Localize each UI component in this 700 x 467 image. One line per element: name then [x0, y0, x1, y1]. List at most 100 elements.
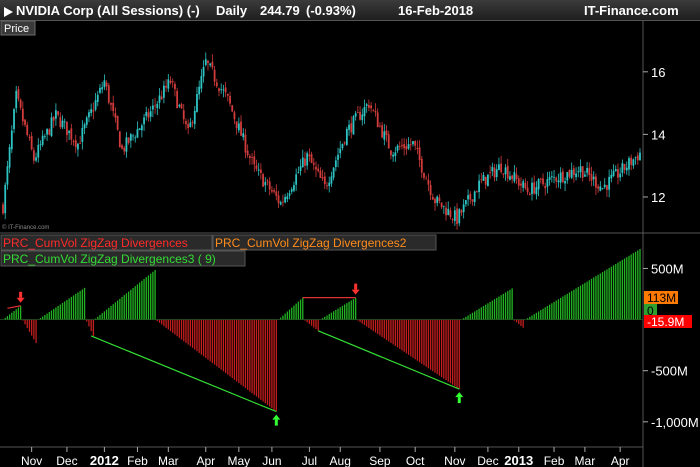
price-candle	[257, 162, 260, 176]
price-candle	[209, 62, 212, 68]
price-candle	[116, 115, 119, 131]
price-candle	[138, 128, 141, 131]
price-candle	[61, 115, 64, 130]
price-candle	[418, 140, 421, 168]
x-tick-label: Sep	[369, 454, 391, 467]
price-candle	[440, 202, 443, 209]
price-candle	[253, 150, 256, 172]
price-candle	[171, 78, 174, 88]
price-candle	[456, 203, 458, 230]
x-tick-label: Dec	[477, 454, 498, 467]
legend-item-divergences3: PRC_CumVol ZigZag Divergences3 ( 9)	[3, 252, 216, 266]
price-candle	[178, 103, 181, 108]
price-candle	[235, 121, 238, 135]
price-candle	[70, 123, 73, 146]
price-candle	[409, 138, 412, 151]
divergence-line	[317, 330, 460, 390]
price-candle	[334, 156, 337, 172]
price-candle	[502, 173, 505, 179]
price-candle	[639, 148, 641, 161]
price-candle	[66, 121, 68, 143]
legend-box-1[interactable]	[0, 234, 213, 251]
svg-text:0: 0	[647, 304, 654, 318]
x-tick-label: 2012	[90, 453, 119, 467]
price-candle	[427, 173, 430, 192]
price-candle	[295, 168, 298, 191]
up-arrow-icon	[455, 392, 464, 404]
price-candle	[297, 166, 300, 174]
price-candle	[328, 176, 331, 193]
price-candle	[500, 155, 503, 174]
price-candle	[290, 187, 293, 195]
price-candle	[548, 171, 551, 186]
price-candle	[608, 169, 611, 198]
instrument-title[interactable]: NVIDIA Corp (All Sessions) (-)	[16, 3, 200, 18]
price-candle	[129, 133, 132, 148]
price-candle	[57, 111, 60, 117]
x-tick-label: Mar	[575, 454, 596, 467]
price-candle	[268, 177, 271, 196]
price-candle	[612, 164, 615, 178]
price-candle	[539, 177, 542, 184]
price-candle	[125, 132, 128, 158]
price-candle	[50, 112, 53, 138]
price-candle	[30, 131, 33, 151]
up-arrow-icon	[272, 414, 281, 426]
chart-date: 16-Feb-2018	[398, 3, 474, 18]
price-candle	[553, 170, 555, 184]
price-candle	[387, 130, 390, 149]
price-candle	[156, 101, 159, 116]
price-candle	[282, 194, 284, 207]
watermark-text: © IT-Finance.com	[2, 224, 49, 231]
divergence-arrows	[16, 283, 464, 426]
price-candle	[165, 79, 168, 92]
price-candle	[220, 83, 223, 94]
price-candle	[394, 146, 397, 162]
price-candle	[416, 140, 419, 155]
price-candle	[330, 171, 333, 187]
price-candle	[401, 138, 403, 150]
price-candle	[533, 175, 536, 195]
price-candle	[90, 103, 93, 117]
price-candle	[92, 102, 95, 120]
price-candle	[310, 151, 313, 164]
price-candle	[634, 156, 637, 165]
price-candle	[17, 86, 20, 102]
price-candle	[332, 167, 335, 181]
price-candle	[453, 206, 456, 226]
price-candle	[367, 99, 370, 112]
price-candle	[266, 178, 269, 186]
price-candle	[630, 154, 633, 171]
price-candle	[352, 115, 355, 135]
price-candle	[597, 184, 600, 193]
legend-box-2[interactable]	[212, 234, 437, 251]
price-candle	[568, 169, 571, 179]
dropdown-arrow-icon[interactable]	[4, 5, 13, 20]
price-candle	[32, 147, 35, 165]
price-y-axis: 12 14 16	[643, 65, 665, 205]
price-candle	[167, 74, 170, 93]
price-candle	[154, 98, 156, 114]
price-candle	[495, 164, 498, 181]
price-candle	[63, 118, 66, 129]
price-candle	[262, 172, 264, 187]
price-candle	[41, 130, 44, 147]
price-candle	[226, 93, 229, 102]
price-candle	[509, 171, 511, 181]
price-candle	[412, 141, 414, 147]
price-candle	[26, 121, 29, 137]
price-candle	[284, 193, 287, 204]
price-candle	[348, 119, 350, 136]
price-candle	[564, 177, 566, 192]
price-candle	[127, 137, 130, 145]
price-candle	[193, 106, 196, 130]
price-candle	[517, 175, 520, 190]
price-candle	[59, 112, 62, 130]
timeframe-label[interactable]: Daily	[216, 3, 248, 18]
price-candle	[39, 140, 42, 151]
price-candle	[2, 202, 4, 216]
value-badge: -15.9M	[644, 315, 692, 329]
price-candle	[114, 107, 117, 123]
price-candle	[123, 145, 126, 155]
legend-box-3[interactable]	[0, 250, 246, 267]
